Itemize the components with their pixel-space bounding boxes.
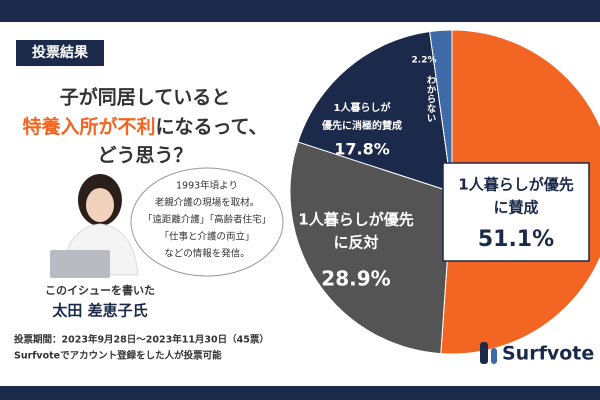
bubble-text: 1993年頃より老親介護の現場を取材。「遠距離介護」「高齢者住宅」「仕事と介護の… <box>143 180 271 260</box>
pie-slice <box>429 29 453 193</box>
bubble-line: 「遠距離介護」「高齢者住宅」 <box>143 214 271 226</box>
slice-label: に賛成 <box>493 199 538 217</box>
question: になるって、 <box>155 116 267 138</box>
label-box <box>442 162 590 262</box>
slice-label: に反対 <box>333 234 378 252</box>
bubble-line: などの情報を発信。 <box>164 248 250 260</box>
slice-label: 1人暮らしが <box>334 101 392 114</box>
question: 子が同居していると <box>60 86 230 109</box>
bubble-line: 老親介護の現場を取材。 <box>155 197 260 209</box>
value-label: 2.2% <box>412 56 437 66</box>
slice-label: 1人暮らしが優先 <box>458 176 573 194</box>
badge-box <box>16 40 104 66</box>
badge: 投票結果 <box>32 44 89 61</box>
value-label: 28.9% <box>321 267 390 291</box>
footer: Surfvoteでアカウント登録をした人が投票可能 <box>14 350 222 362</box>
slice-label: 優先に消極的賛成 <box>321 119 402 132</box>
question: 特養入所が不利になるって、 <box>22 115 267 138</box>
author-name: 太田 差恵子氏 <box>52 302 147 320</box>
top-bar <box>0 0 600 22</box>
slice-label: わからない <box>425 75 437 123</box>
bottom-bar <box>0 386 600 400</box>
pie-slice <box>297 30 453 193</box>
slice-label: 1人暮らしが優先 <box>298 211 413 229</box>
portrait <box>50 174 139 278</box>
question: どう思う？ <box>97 145 192 167</box>
speech-bubble <box>130 167 284 277</box>
logo-icon <box>480 342 497 364</box>
footer: 投票期間：2023年9月28日～2023年11月30日（45票） <box>14 334 269 346</box>
pie-slice <box>289 141 453 355</box>
author-caption: このイシューを書いた <box>45 283 155 297</box>
bubble-line: 1993年頃より <box>176 180 238 192</box>
logo: Surfvote <box>502 343 594 365</box>
value-label: 51.1% <box>478 227 554 252</box>
value-label: 17.8% <box>334 140 390 159</box>
bubble-line: 「仕事と介護の両立」 <box>159 231 254 243</box>
question-highlight: 特養入所が不利 <box>22 115 155 138</box>
